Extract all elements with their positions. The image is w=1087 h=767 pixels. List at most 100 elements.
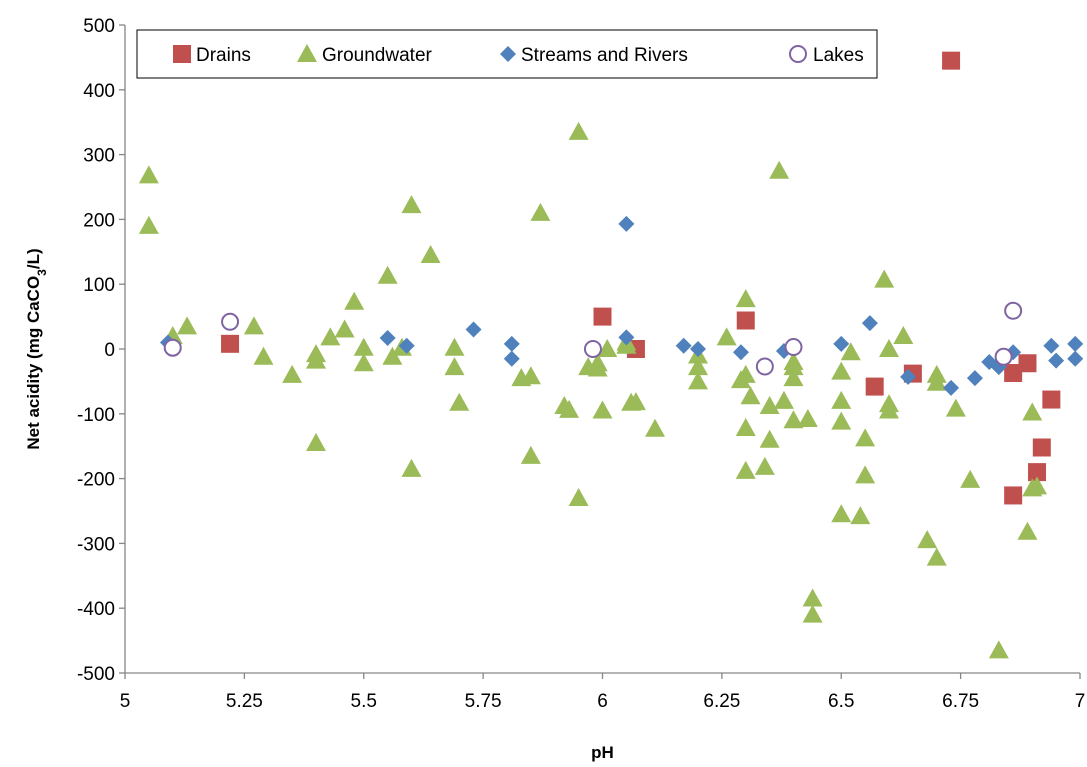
data-point — [353, 337, 374, 356]
data-point — [831, 361, 852, 380]
data-point — [420, 245, 441, 264]
data-point — [353, 353, 374, 372]
data-point — [138, 165, 159, 184]
x-tick-label: 5.5 — [351, 691, 377, 712]
data-point — [879, 339, 899, 357]
data-point — [177, 316, 198, 335]
series-drains — [221, 51, 1061, 505]
data-point — [503, 350, 520, 367]
data-point — [568, 121, 589, 140]
data-point — [716, 327, 737, 346]
data-point — [1048, 352, 1065, 369]
data-point — [942, 51, 961, 70]
data-point — [592, 400, 613, 419]
data-point — [645, 418, 666, 437]
data-points — [138, 51, 1084, 659]
data-point — [625, 392, 646, 411]
data-point — [840, 342, 861, 361]
data-point — [945, 398, 966, 417]
data-point — [855, 465, 876, 484]
data-point — [893, 326, 914, 345]
data-point — [831, 504, 852, 523]
x-tick-label: 5 — [120, 691, 131, 712]
data-point — [735, 289, 756, 308]
data-point — [520, 366, 541, 385]
data-point — [163, 338, 182, 357]
data-point — [874, 269, 895, 288]
data-point — [618, 329, 635, 346]
data-point — [306, 350, 326, 369]
x-tick-label: 6.75 — [942, 691, 979, 712]
y-tick-label: -100 — [77, 405, 115, 426]
data-point — [988, 640, 1009, 659]
legend-label: Lakes — [813, 45, 864, 66]
data-point — [879, 400, 899, 419]
data-point — [1018, 354, 1037, 373]
data-point — [401, 458, 422, 477]
data-point — [1004, 301, 1023, 320]
data-point — [530, 202, 551, 221]
data-point — [735, 418, 756, 437]
data-point — [1032, 438, 1051, 457]
data-point — [1043, 337, 1060, 354]
y-tick-label: -500 — [77, 664, 115, 685]
data-point — [138, 215, 159, 234]
legend-marker — [297, 44, 317, 62]
series-groundwater — [138, 121, 1048, 659]
data-point — [1067, 335, 1084, 352]
data-point — [1028, 463, 1047, 482]
legend-marker — [500, 46, 516, 62]
data-point — [221, 312, 240, 331]
y-tick-label: 200 — [83, 210, 115, 231]
legend-marker — [173, 45, 191, 63]
data-point — [398, 337, 415, 354]
data-point — [1067, 350, 1084, 367]
data-point — [503, 335, 520, 352]
axes — [119, 24, 1081, 679]
legend: Drains Groundwater Streams and Rivers Lakes — [136, 29, 878, 79]
data-point — [865, 377, 884, 396]
data-point — [855, 428, 876, 447]
data-point — [1042, 390, 1061, 409]
y-tick-label: 500 — [83, 16, 115, 37]
data-point — [1022, 402, 1043, 421]
data-point — [994, 347, 1013, 366]
data-point — [593, 307, 612, 326]
data-point — [917, 530, 938, 549]
data-point — [831, 390, 852, 409]
data-point — [861, 315, 878, 332]
y-tick-label: -400 — [77, 599, 115, 620]
data-point — [382, 346, 403, 365]
data-point — [520, 445, 541, 464]
data-point — [253, 346, 274, 365]
data-point — [587, 353, 608, 372]
data-point — [773, 390, 794, 409]
y-tick-label: 300 — [83, 146, 115, 167]
data-point — [926, 372, 947, 391]
data-point — [769, 160, 790, 179]
data-point — [831, 411, 852, 430]
data-point — [1027, 476, 1048, 495]
x-tick-label: 7 — [1075, 691, 1086, 712]
data-point — [783, 368, 804, 387]
data-point — [444, 337, 465, 356]
x-tick-label: 5.75 — [465, 691, 502, 712]
data-point — [690, 341, 706, 357]
x-tick-label: 6 — [597, 691, 608, 712]
data-point — [926, 547, 947, 566]
y-tick-label: 0 — [104, 340, 115, 361]
data-point — [306, 432, 326, 451]
data-point — [783, 357, 804, 376]
y-tick-label: -200 — [77, 470, 115, 491]
series-lakes — [163, 301, 1023, 376]
data-point — [735, 460, 756, 479]
series-streams-and-rivers — [159, 215, 1084, 396]
data-point — [559, 399, 580, 418]
y-axis-title-main: Net acidity (mg CaCO — [24, 276, 43, 450]
data-point — [797, 408, 818, 427]
data-point — [1004, 486, 1023, 505]
data-point — [1004, 363, 1023, 382]
data-point — [754, 456, 775, 475]
data-point — [379, 329, 396, 346]
